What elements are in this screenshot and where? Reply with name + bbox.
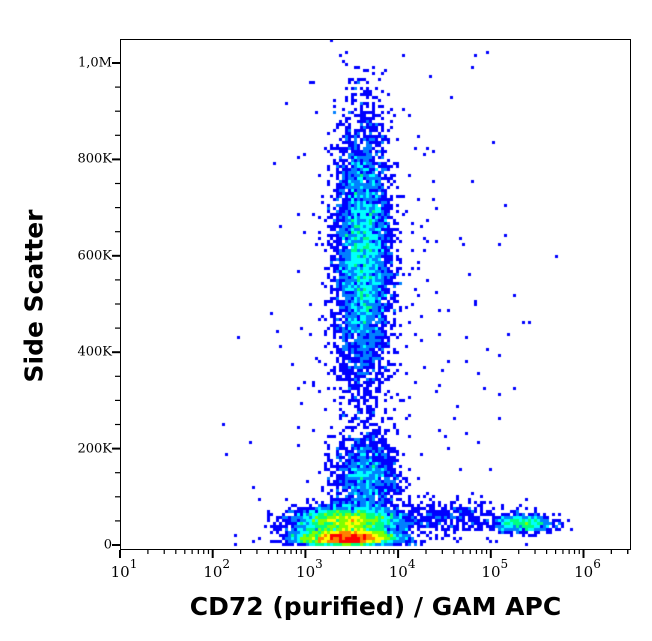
y-axis-label: Side Scatter: [19, 209, 49, 383]
y-tick-label: 800K: [77, 151, 112, 167]
x-tick-label: 104: [388, 557, 416, 581]
x-tick-label: 105: [481, 557, 509, 581]
y-tick-label: 0: [103, 537, 112, 553]
y-tick-label: 200K: [77, 441, 112, 457]
x-tick-label: 106: [574, 557, 601, 581]
y-tick-label: 1,0M: [78, 55, 112, 71]
y-tick-label: 600K: [77, 248, 112, 264]
y-tick-label: 400K: [77, 344, 112, 360]
x-axis-title: CD72 (purified) / GAM APC: [189, 592, 562, 621]
x-tick-label: 103: [296, 557, 323, 581]
density-plot-area: [120, 39, 631, 550]
plot-frame: [120, 39, 631, 550]
x-tick-label: 102: [203, 557, 231, 581]
x-tick-label: 101: [110, 557, 138, 581]
y-axis-title: Side Scatter: [0, 0, 60, 641]
